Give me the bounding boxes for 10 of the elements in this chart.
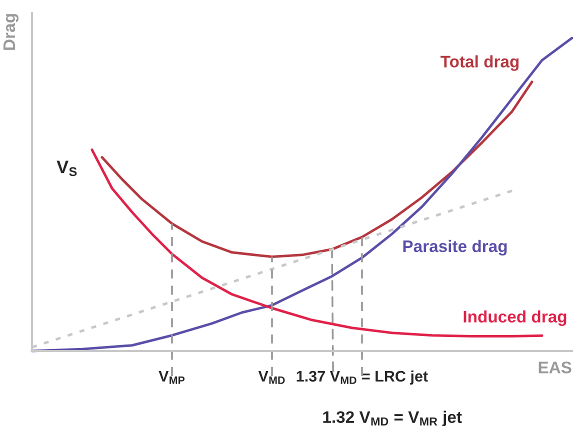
series-label: Parasite drag [403, 240, 507, 256]
x-tick-label: V$_{MP}$ [158, 370, 185, 384]
x-tick-label: V$_{MD}$ [258, 370, 285, 384]
y-axis-title: Drag [4, 14, 18, 50]
series-label: Total drag [440, 55, 519, 71]
series-label: Induced drag [464, 310, 566, 326]
x-tick-label: 1.37 V$_{MD}$ = LRC jet [296, 370, 428, 385]
annotation: V$_{S}$ [56, 160, 77, 176]
text: 1.32 V$_{MD}$ = V$_{MR}$ jet [323, 410, 462, 426]
x-axis-title: EAS [538, 362, 572, 374]
